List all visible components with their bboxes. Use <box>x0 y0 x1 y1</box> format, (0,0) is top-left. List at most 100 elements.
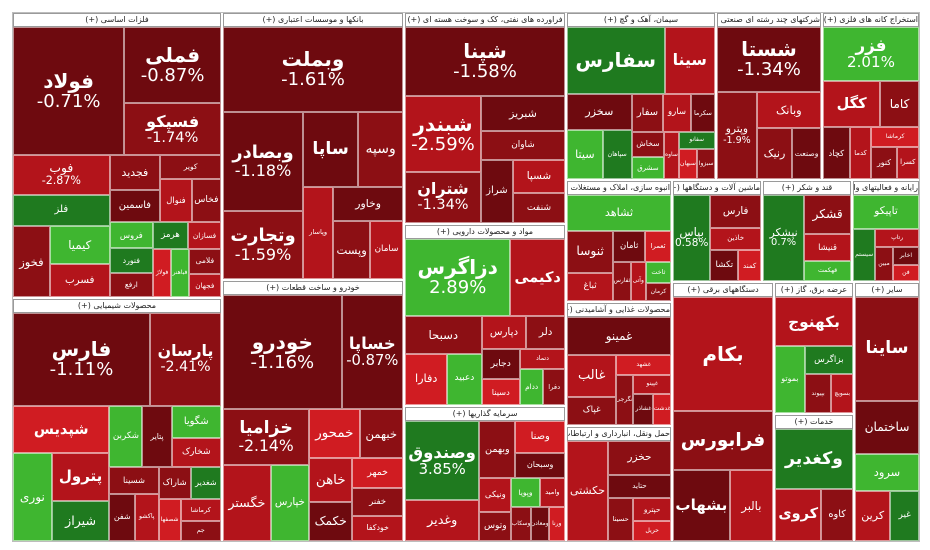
stock-tile[interactable]: ثفارس <box>613 262 631 301</box>
stock-tile[interactable]: فخاس <box>191 179 221 222</box>
stock-tile[interactable]: شسینا <box>109 467 159 494</box>
stock-tile[interactable]: هرمز <box>153 221 188 250</box>
stock-tile[interactable]: وبانک <box>756 91 821 129</box>
stock-tile[interactable]: فسرب <box>49 263 110 297</box>
stock-tile[interactable]: بپاس 0.58% <box>673 195 711 281</box>
stock-tile[interactable]: سخاش <box>631 131 665 157</box>
stock-tile[interactable]: بکام <box>673 297 773 412</box>
stock-tile[interactable]: ونیکی <box>479 478 512 512</box>
stock-tile[interactable]: شپنا -1.58% <box>405 27 565 97</box>
sector-header[interactable]: فلزات اساسی (+) <box>13 13 221 27</box>
stock-tile[interactable]: فولاد -0.71% <box>13 27 125 156</box>
stock-tile[interactable]: فنورد <box>109 248 154 274</box>
stock-tile[interactable]: فجهان <box>188 273 221 297</box>
sector-header[interactable]: سایر (+) <box>855 283 919 297</box>
stock-tile[interactable]: ثاخت <box>645 262 671 283</box>
stock-tile[interactable]: بپیوند <box>804 374 832 413</box>
stock-tile[interactable]: وتجارت -1.59% <box>223 211 303 279</box>
stock-tile[interactable]: وصندوق 3.85% <box>405 421 480 501</box>
stock-tile[interactable]: خمحور <box>309 409 360 459</box>
stock-tile[interactable]: حپترو <box>633 497 671 522</box>
stock-tile[interactable]: کرماشا <box>871 127 919 147</box>
sector-header[interactable]: فراورده های نفتی، کک و سوخت هسته ای (+) <box>405 13 565 27</box>
stock-tile[interactable]: شگویا <box>171 406 221 439</box>
sector-header[interactable]: خودرو و ساخت قطعات (+) <box>223 281 403 295</box>
stock-tile[interactable]: خودکفا <box>352 515 403 541</box>
stock-tile[interactable]: دجابر <box>481 349 520 379</box>
stock-tile[interactable]: تکشا <box>710 250 739 281</box>
stock-tile[interactable]: ومعادن <box>530 507 549 541</box>
stock-tile[interactable]: رتاپ <box>875 228 919 247</box>
sector-header[interactable]: محصولات شیمیایی (+) <box>13 299 221 313</box>
sector-header[interactable]: انبوه سازی، املاک و مستغلات (+) <box>567 181 671 195</box>
stock-tile[interactable]: بسویچ <box>831 374 853 413</box>
stock-tile[interactable]: نیشکر 0.7% <box>763 195 805 281</box>
stock-tile[interactable]: وپست <box>333 221 371 279</box>
stock-tile[interactable]: دلر <box>526 316 565 350</box>
stock-tile[interactable]: سرود <box>855 454 919 491</box>
stock-tile[interactable]: دتماد <box>519 349 565 370</box>
stock-tile[interactable]: دسبحا <box>405 316 482 354</box>
stock-tile[interactable]: غالب <box>567 355 617 397</box>
stock-tile[interactable]: غپینو <box>633 374 671 394</box>
stock-tile[interactable]: غیر <box>890 490 919 541</box>
stock-tile[interactable]: بشهاب <box>673 470 730 541</box>
sector-header[interactable]: بانکها و موسسات اعتباری (+) <box>223 13 403 27</box>
stock-tile[interactable]: فزر 2.01% <box>823 27 919 81</box>
stock-tile[interactable]: فلامی <box>188 249 221 274</box>
stock-tile[interactable]: فروس <box>109 221 154 249</box>
stock-tile[interactable]: کچاد <box>823 127 850 179</box>
sector-header[interactable]: مواد و محصولات دارویی (+) <box>405 225 565 239</box>
sector-header[interactable]: ماشین آلات و دستگاهها (+) <box>673 181 761 195</box>
stock-tile[interactable]: بموتو <box>775 346 805 413</box>
stock-tile[interactable]: شفن <box>109 493 135 541</box>
stock-tile[interactable]: دزاگرس 2.89% <box>405 239 511 317</box>
stock-tile[interactable]: قنیشا <box>804 234 851 261</box>
stock-tile[interactable]: فملی -0.87% <box>124 27 221 104</box>
stock-tile[interactable]: پتایر <box>142 406 172 468</box>
stock-tile[interactable]: شکربن <box>109 406 143 468</box>
stock-tile[interactable]: کیمیا <box>49 226 110 264</box>
stock-tile[interactable]: خاذین <box>710 227 761 251</box>
stock-tile[interactable]: دکیمی <box>510 239 565 317</box>
stock-tile[interactable]: وصنا <box>515 421 565 453</box>
stock-tile[interactable]: فارس <box>710 195 761 228</box>
sector-header[interactable]: عرضه برق، گاز (+) <box>775 283 853 297</box>
stock-tile[interactable]: غپاک <box>567 396 617 425</box>
stock-tile[interactable]: وآتی <box>630 262 646 301</box>
stock-tile[interactable]: ثعمرا <box>645 230 671 263</box>
stock-tile[interactable]: کاوه <box>821 488 853 541</box>
stock-tile[interactable]: سپاهان <box>602 129 632 179</box>
stock-tile[interactable]: بزاگرس <box>804 346 853 375</box>
stock-tile[interactable]: اخابر <box>892 246 919 266</box>
stock-tile[interactable]: ساختمان <box>855 400 919 455</box>
stock-tile[interactable]: کرماشا <box>180 499 221 521</box>
stock-tile[interactable]: فلز <box>13 194 110 227</box>
stock-tile[interactable]: ساینا <box>855 297 919 401</box>
stock-tile[interactable]: رنیک <box>756 128 793 179</box>
stock-tile[interactable]: وبصادر -1.18% <box>223 112 303 212</box>
stock-tile[interactable]: سیستم <box>853 228 876 281</box>
stock-tile[interactable]: ثامان <box>613 230 646 263</box>
stock-tile[interactable]: ساپا <box>303 112 359 187</box>
sector-header[interactable]: دستگاههای برقی (+) <box>673 283 773 297</box>
stock-tile[interactable]: شسپا <box>512 160 565 194</box>
stock-tile[interactable]: ددام <box>519 369 544 405</box>
stock-tile[interactable]: فارس -1.11% <box>13 313 151 407</box>
stock-tile[interactable]: ساوه <box>664 131 679 179</box>
stock-tile[interactable]: وتوس <box>479 512 512 541</box>
stock-tile[interactable]: شاراک <box>158 467 191 500</box>
stock-tile[interactable]: سشرق <box>631 156 665 179</box>
stock-tile[interactable]: فسازان <box>187 221 221 250</box>
stock-tile[interactable]: سینا <box>664 27 715 95</box>
stock-tile[interactable]: دفرا <box>543 369 565 405</box>
stock-tile[interactable]: شراز <box>480 160 513 223</box>
stock-tile[interactable]: خاهن <box>309 458 353 502</box>
sector-header[interactable]: سیمان، آهک و گچ (+) <box>567 13 715 27</box>
stock-tile[interactable]: کاما <box>880 80 919 128</box>
stock-tile[interactable]: وبهمن <box>479 421 516 479</box>
stock-tile[interactable]: حریل <box>633 521 671 541</box>
stock-tile[interactable]: فنوال <box>160 179 192 222</box>
stock-tile[interactable]: شبریز <box>480 96 565 132</box>
sector-header[interactable]: سرمایه گذاریها (+) <box>405 407 565 421</box>
